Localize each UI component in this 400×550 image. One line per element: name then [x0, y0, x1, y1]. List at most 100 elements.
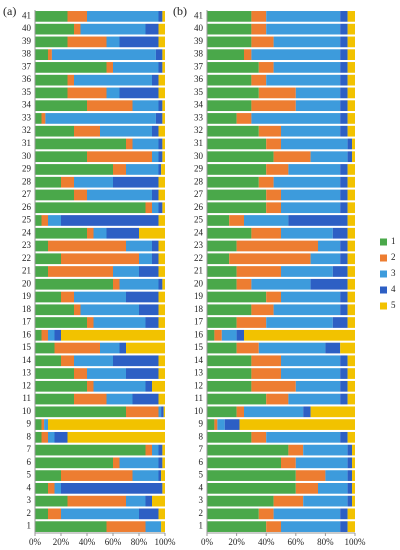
bar-segment — [48, 215, 61, 226]
bar-segment — [266, 317, 333, 328]
y-tick-label: 39 — [194, 36, 204, 46]
bar-segment — [80, 304, 139, 316]
y-tick-label: 26 — [22, 202, 32, 212]
legend-label: 3 — [391, 268, 396, 278]
bar-segment — [126, 164, 159, 175]
bar-segment — [54, 342, 100, 354]
bar-segment — [158, 508, 165, 520]
bar-segment — [48, 266, 113, 277]
y-tick-label: 11 — [22, 393, 31, 403]
y-tick-label: 24 — [194, 227, 204, 237]
bar-segment — [162, 62, 165, 73]
bar-segment — [236, 317, 267, 328]
bar-segment — [352, 482, 355, 494]
bar-segment — [158, 393, 165, 405]
bar-segment — [340, 113, 348, 124]
bar-segment — [48, 419, 165, 430]
bar-segment — [266, 393, 289, 405]
bar-segment — [35, 495, 68, 507]
y-tick-label: 37 — [194, 61, 204, 71]
bar-segment — [162, 151, 165, 163]
bar-segment — [152, 444, 159, 456]
bar-segment — [214, 419, 218, 430]
bar-segment — [48, 482, 55, 494]
y-tick-label: 1 — [199, 521, 204, 531]
bar-segment — [41, 215, 48, 226]
bar-segment — [295, 482, 318, 494]
bar-segment — [126, 406, 159, 418]
bar-segment — [87, 380, 94, 392]
bar-segment — [310, 253, 341, 265]
bar-segment — [273, 495, 304, 507]
bar-segment — [93, 227, 107, 239]
y-tick-label: 4 — [199, 482, 204, 492]
x-tick-label: 100% — [345, 537, 367, 547]
bar-segment — [158, 291, 165, 303]
bar-segment — [281, 457, 296, 469]
y-tick-label: 9 — [27, 419, 32, 429]
bar-segment — [352, 457, 355, 469]
bar-segment — [347, 266, 355, 277]
bar-segment — [158, 317, 165, 328]
y-tick-label: 23 — [22, 240, 32, 250]
bar-segment — [207, 508, 259, 520]
bar-segment — [332, 266, 348, 277]
bar-segment — [152, 495, 165, 507]
bar-segment — [155, 113, 163, 124]
bar-segment — [126, 342, 165, 354]
bar-segment — [347, 368, 355, 379]
bar-segment — [74, 176, 113, 188]
bar-segment — [54, 431, 68, 443]
bar-segment — [258, 508, 274, 520]
bar-segment — [303, 444, 348, 456]
bar-segment — [207, 521, 267, 532]
bar-segment — [207, 482, 296, 494]
y-tick-label: 6 — [27, 457, 32, 467]
bar-segment — [161, 521, 165, 532]
bar-segment — [310, 151, 348, 163]
bar-segment — [35, 291, 61, 303]
bar-segment — [35, 419, 42, 430]
bar-segment — [207, 151, 274, 163]
bar-segment — [87, 100, 133, 112]
bar-segment — [207, 266, 237, 277]
bar-segment — [207, 62, 259, 73]
bar-segment — [273, 151, 311, 163]
bar-segment — [158, 278, 163, 290]
panel-label: (b) — [173, 4, 187, 18]
bar-segment — [207, 317, 237, 328]
bar-segment — [158, 11, 163, 22]
bar-segment — [74, 368, 87, 379]
bar-segment — [41, 329, 48, 341]
bar-segment — [273, 36, 341, 48]
bar-segment — [41, 431, 48, 443]
bar-segment — [158, 470, 162, 481]
bar-segment — [162, 482, 165, 494]
bar-segment — [239, 419, 355, 430]
bar-segment — [340, 176, 348, 188]
y-tick-label: 10 — [22, 406, 32, 416]
y-tick-label: 36 — [194, 74, 204, 84]
bar-segment — [207, 23, 252, 35]
legend-label: 5 — [391, 300, 396, 310]
bar-segment — [340, 380, 348, 392]
bar-segment — [35, 342, 55, 354]
bar-segment — [340, 240, 348, 252]
bar-segment — [106, 87, 120, 99]
bar-segment — [258, 125, 281, 137]
bar-segment — [340, 202, 348, 214]
x-tick-label: 60% — [105, 537, 122, 547]
bar-segment — [281, 202, 341, 214]
bar-segment — [158, 100, 163, 112]
bar-segment — [347, 317, 355, 328]
bar-segment — [35, 278, 113, 290]
bar-segment — [340, 100, 348, 112]
bar-segment — [87, 317, 94, 328]
bar-segment — [162, 100, 165, 112]
bar-segment — [145, 444, 152, 456]
bar-segment — [281, 189, 341, 201]
bar-segment — [152, 253, 159, 265]
bar-segment — [251, 36, 274, 48]
bar-segment — [35, 23, 74, 35]
